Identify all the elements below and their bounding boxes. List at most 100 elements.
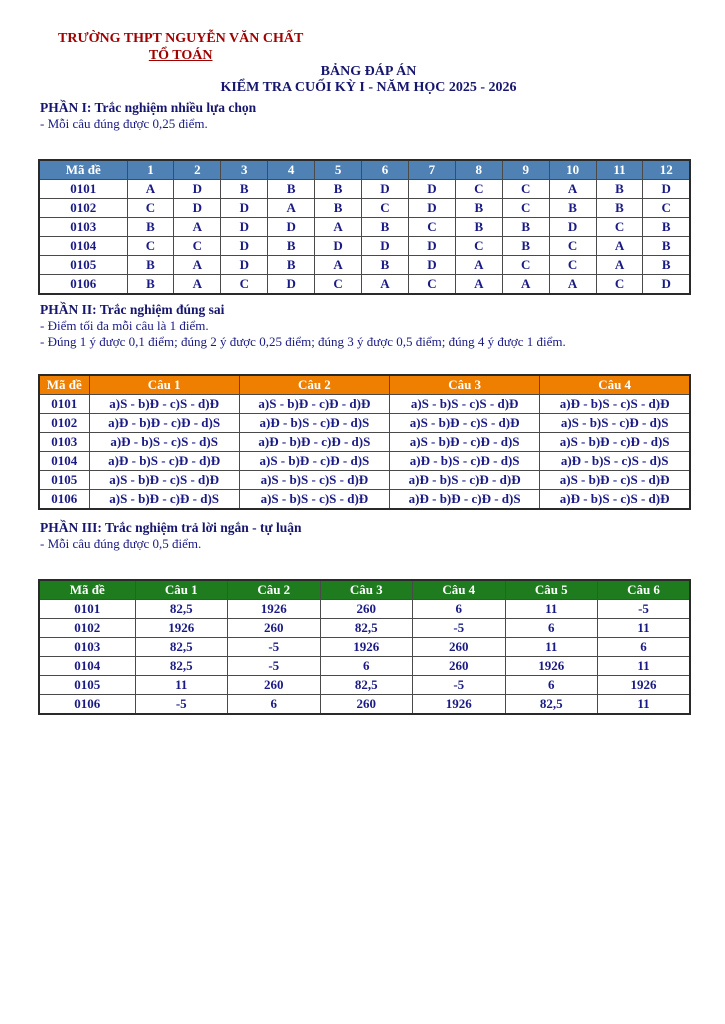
answer-cell: B — [126, 217, 175, 237]
answer-cell: a)S - b)S - c)S - d)Đ — [238, 470, 391, 490]
part2-note-2: - Đúng 1 ý được 0,1 điểm; đúng 2 ý được … — [40, 334, 566, 349]
answer-cell: B — [642, 255, 691, 275]
answer-cell: 1926 — [597, 675, 691, 695]
exam-code-cell: 0101 — [38, 599, 136, 619]
answer-cell: a)Đ - b)S - c)Đ - d)Đ — [388, 470, 541, 490]
answer-cell: B — [267, 179, 316, 199]
answer-cell: 11 — [134, 675, 228, 695]
part3-heading: PHẦN III: Trắc nghiệm trả lời ngắn - tự … — [40, 520, 302, 535]
answer-cell: C — [642, 198, 691, 218]
answer-table-row: 0106 B A C D C A C A A A C D — [38, 274, 691, 295]
exam-code-cell: 0104 — [38, 451, 90, 471]
answer-table-row: 0105 11 260 82,5 -5 6 1926 — [38, 675, 691, 695]
answer-cell: C — [548, 236, 597, 256]
question-column-header: 6 — [361, 159, 409, 180]
answer-cell: a)Đ - b)S - c)S - d)Đ — [539, 394, 691, 414]
answer-cell: A — [548, 274, 597, 295]
answer-cell: B — [314, 179, 363, 199]
answer-cell: a)S - b)S - c)Đ - d)S — [539, 413, 691, 433]
answer-cell: D — [220, 217, 269, 237]
answer-cell: C — [126, 236, 175, 256]
answer-cell: D — [407, 236, 456, 256]
answer-cell: 1926 — [319, 637, 413, 657]
question-column-header: Câu 1 — [134, 579, 228, 600]
question-column-header: 9 — [501, 159, 550, 180]
exam-code-cell: 0103 — [38, 637, 136, 657]
answer-table-row: 0104 C C D B D D D C B C A B — [38, 236, 691, 256]
answer-cell: B — [454, 198, 503, 218]
part1-answer-table: Mã đề 1 2 3 4 5 6 7 8 9 10 11 12 0101 A D B B B D D C C A B D 0102… — [38, 159, 691, 295]
answer-cell: B — [548, 198, 597, 218]
answer-cell: D — [220, 236, 269, 256]
answer-cell: a)S - b)Đ - c)S - d)Đ — [88, 470, 240, 490]
question-column-header: 5 — [314, 159, 363, 180]
answer-cell: a)S - b)Đ - c)Đ - d)S — [238, 451, 391, 471]
answer-cell: B — [220, 179, 269, 199]
answer-cell: A — [361, 274, 409, 295]
answer-cell: B — [595, 198, 644, 218]
answer-cell: a)S - b)Đ - c)Đ - d)Đ — [238, 394, 391, 414]
part2-heading: PHẦN II: Trắc nghiệm đúng sai — [40, 302, 225, 317]
answer-cell: B — [642, 236, 691, 256]
question-column-header: Câu 2 — [238, 374, 391, 395]
answer-cell: 82,5 — [134, 656, 228, 676]
answer-cell: D — [361, 179, 409, 199]
answer-cell: B — [454, 217, 503, 237]
question-column-header: 1 — [126, 159, 175, 180]
answer-cell: B — [267, 236, 316, 256]
question-column-header: 4 — [267, 159, 316, 180]
answer-cell: 1926 — [504, 656, 598, 676]
department-name: TỔ TOÁN — [148, 48, 213, 63]
answer-cell: B — [314, 198, 363, 218]
section-part3: PHẦN III: Trắc nghiệm trả lời ngắn - tự … — [0, 520, 725, 715]
part3-note: - Mỗi câu đúng được 0,5 điểm. — [40, 536, 202, 551]
exam-code-cell: 0105 — [38, 255, 128, 275]
exam-code-cell: 0104 — [38, 656, 136, 676]
exam-code-cell: 0106 — [38, 694, 136, 715]
table-header-row: Mã đề Câu 1 Câu 2 Câu 3 Câu 4 Câu 5 Câu 6 — [38, 579, 691, 600]
answer-cell: C — [454, 179, 503, 199]
answer-cell: C — [173, 236, 222, 256]
answer-cell: a)Đ - b)S - c)S - d)Đ — [539, 489, 691, 510]
answer-cell: C — [454, 236, 503, 256]
answer-cell: C — [361, 198, 409, 218]
answer-cell: 260 — [227, 675, 321, 695]
answer-cell: C — [407, 217, 456, 237]
answer-cell: 6 — [319, 656, 413, 676]
answer-cell: 82,5 — [504, 694, 598, 715]
answer-cell: 11 — [597, 656, 691, 676]
answer-cell: a)Đ - b)S - c)Đ - d)S — [388, 451, 541, 471]
answer-cell: A — [314, 217, 363, 237]
part1-heading: PHẦN I: Trắc nghiệm nhiều lựa chọn — [40, 100, 257, 115]
answer-table-row: 0106 -5 6 260 1926 82,5 11 — [38, 694, 691, 715]
answer-cell: A — [595, 236, 644, 256]
answer-cell: a)S - b)Đ - c)S - d)Đ — [539, 470, 691, 490]
answer-cell: B — [361, 255, 409, 275]
answer-cell: C — [407, 274, 456, 295]
answer-cell: A — [173, 274, 222, 295]
answer-cell: -5 — [412, 618, 506, 638]
answer-cell: C — [220, 274, 269, 295]
answer-cell: 82,5 — [319, 675, 413, 695]
answer-table-row: 0103 B A D D A B C B B D C B — [38, 217, 691, 237]
school-header: TRƯỜNG THPT NGUYỄN VĂN CHẤT TỔ TOÁN — [58, 30, 303, 64]
answer-cell: A — [173, 255, 222, 275]
answer-cell: D — [220, 198, 269, 218]
answer-table-row: 0101 A D B B B D D C C A B D — [38, 179, 691, 199]
answer-cell: D — [407, 179, 456, 199]
answer-cell: a)Đ - b)S - c)S - d)S — [539, 451, 691, 471]
question-column-header: 12 — [642, 159, 691, 180]
answer-cell: C — [595, 274, 644, 295]
school-header-block: TRƯỜNG THPT NGUYỄN VĂN CHẤT TỔ TOÁN — [0, 30, 725, 64]
answer-cell: a)S - b)Đ - c)S - d)Đ — [388, 413, 541, 433]
answer-cell: a)Đ - b)S - c)S - d)S — [88, 432, 240, 452]
question-column-header: 7 — [407, 159, 456, 180]
exam-code-cell: 0104 — [38, 236, 128, 256]
answer-cell: B — [126, 274, 175, 295]
answer-cell: 260 — [319, 694, 413, 715]
answer-cell: 1926 — [134, 618, 228, 638]
answer-cell: 82,5 — [134, 637, 228, 657]
answer-table-row: 0105 B A D B A B D A C C A B — [38, 255, 691, 275]
answer-cell: B — [595, 179, 644, 199]
